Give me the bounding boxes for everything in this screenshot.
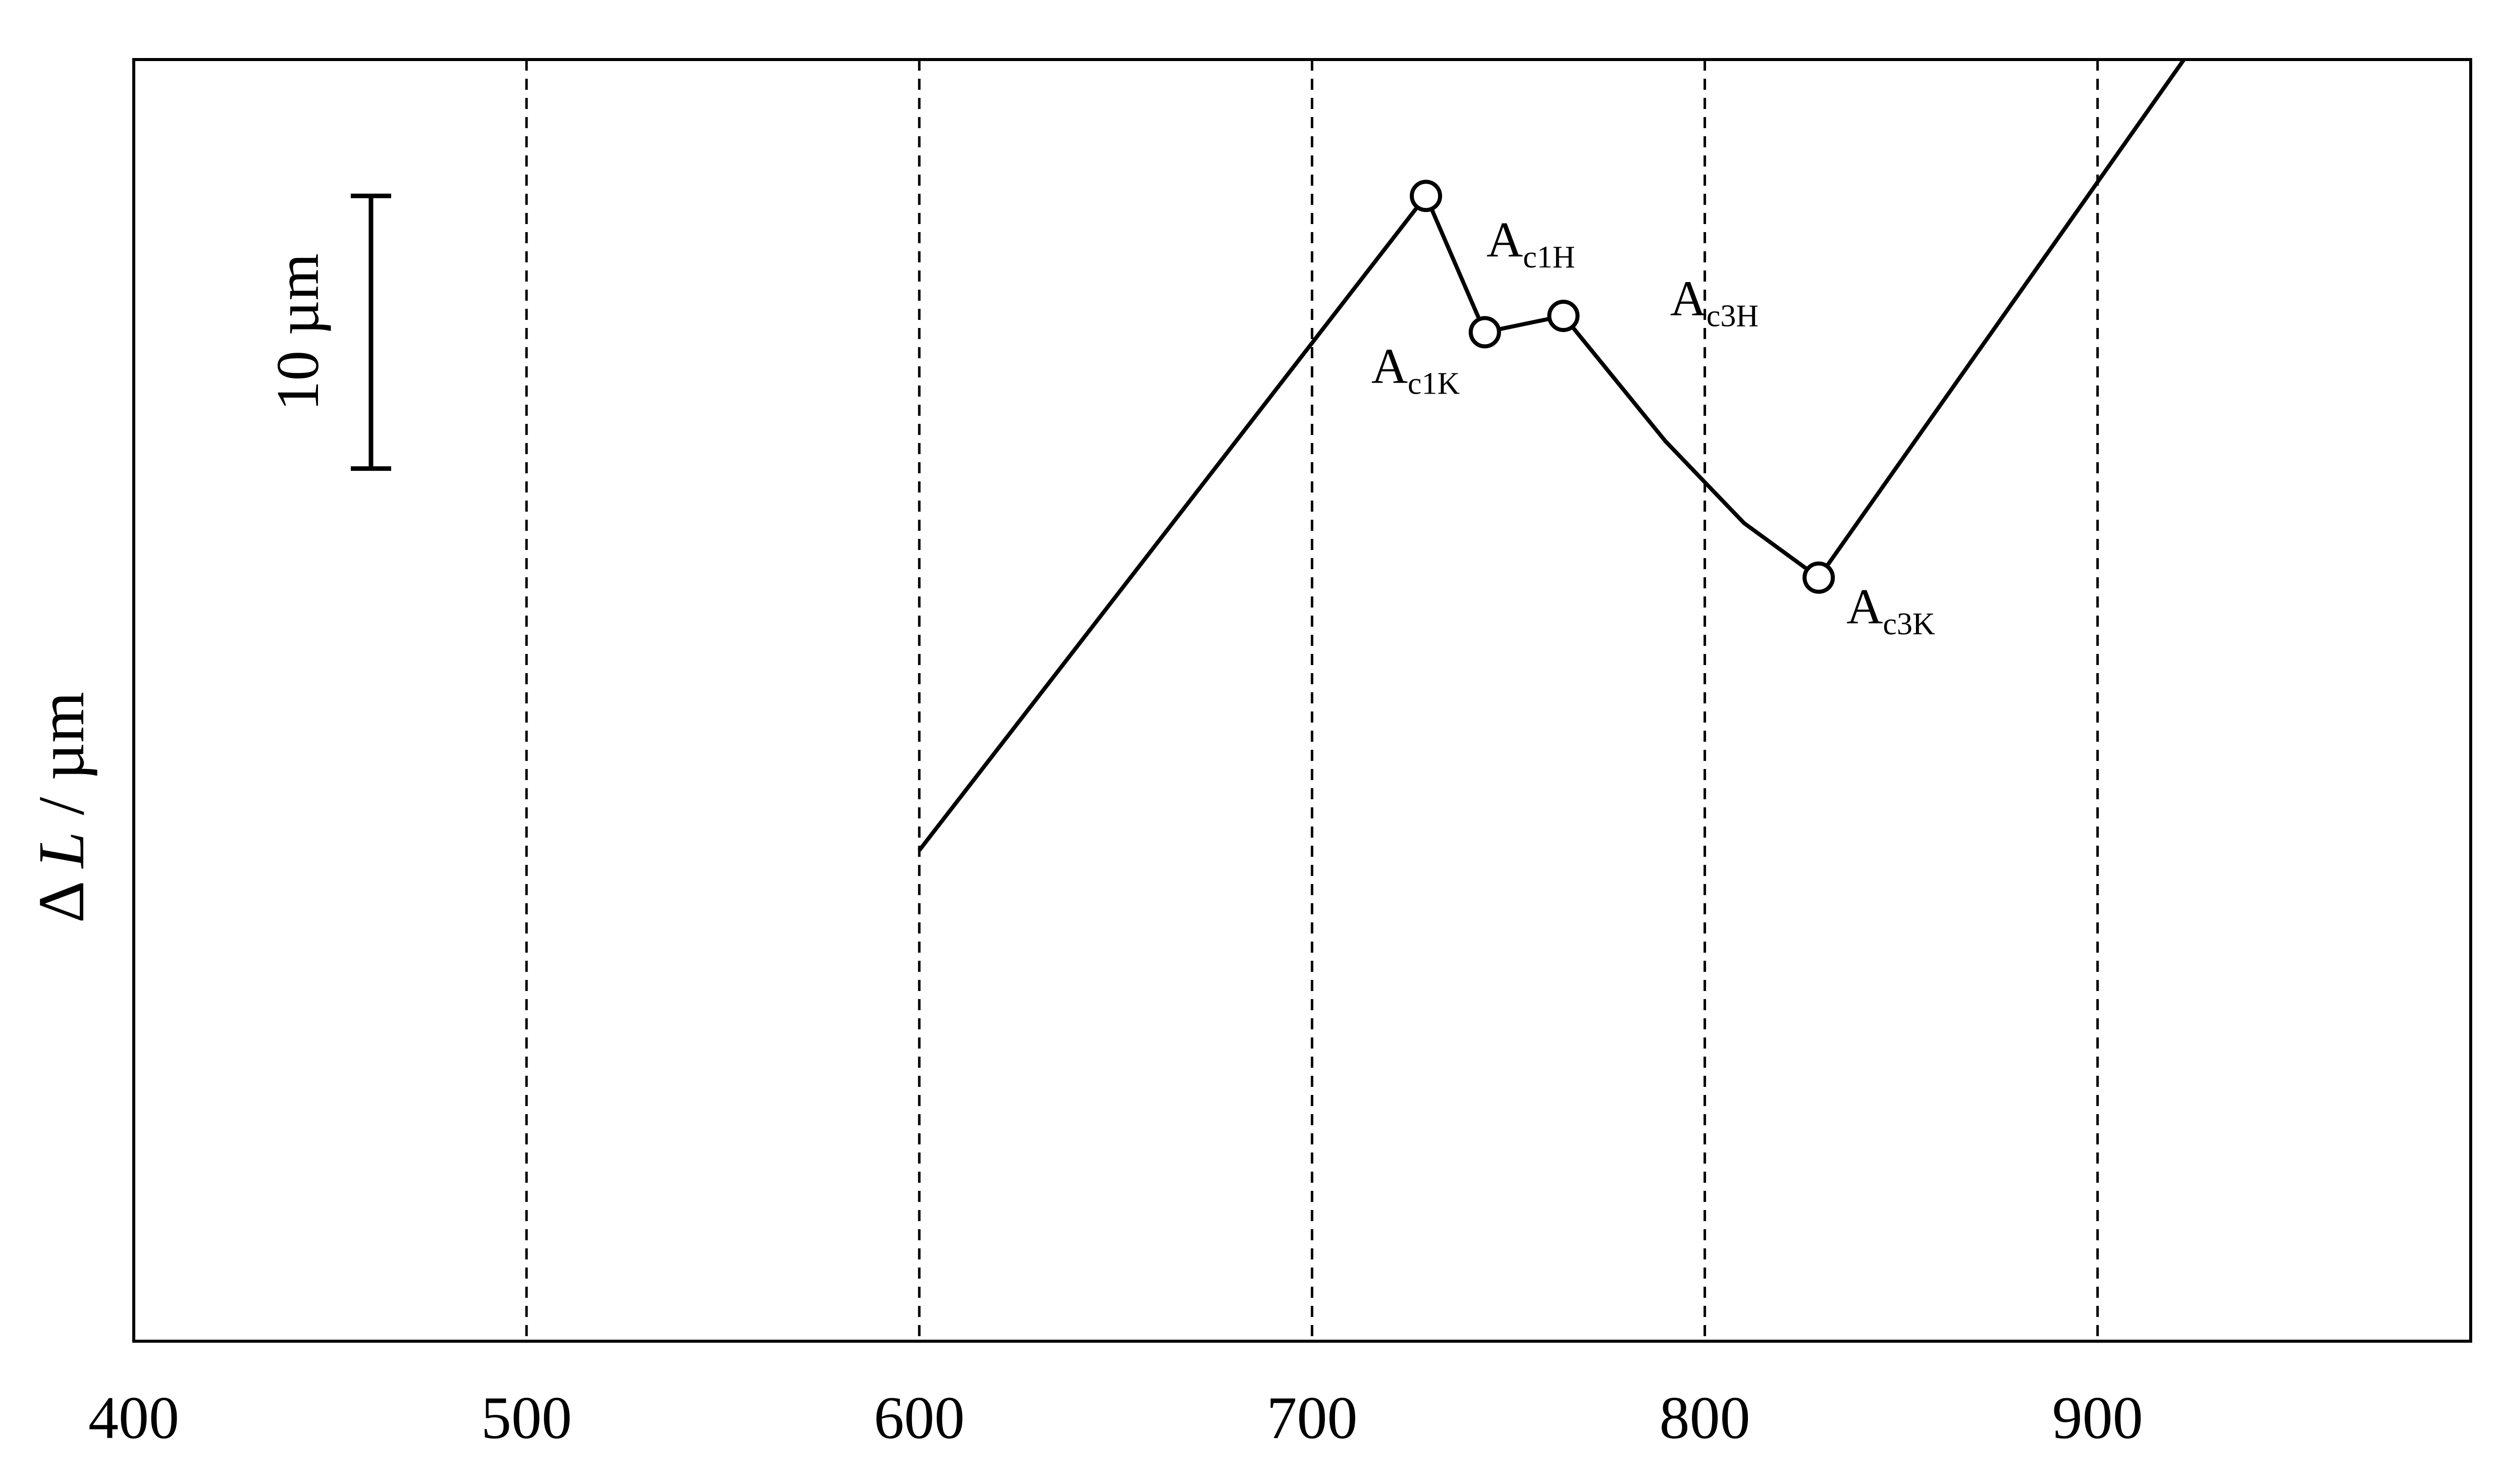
label-c1K: Ac1K bbox=[1371, 338, 1460, 401]
label-c1H-sub: c1H bbox=[1523, 240, 1575, 274]
x-tick-label-800: 800 bbox=[1660, 1384, 1750, 1451]
marker-point-2 bbox=[1547, 300, 1580, 332]
scale-bar: 10 µm bbox=[264, 193, 391, 471]
x-tick-label-500: 500 bbox=[481, 1384, 572, 1451]
label-c1H: Ac1H bbox=[1486, 211, 1575, 274]
label-c1K-main: A bbox=[1371, 338, 1408, 394]
x-tick-label-600: 600 bbox=[874, 1384, 965, 1451]
marker-c1K bbox=[1468, 316, 1501, 349]
label-c3H: Ac3H bbox=[1670, 270, 1759, 333]
x-tick-labels: 400 500 600 700 800 900 bbox=[88, 1384, 2143, 1451]
plot-frame bbox=[132, 58, 2472, 1343]
series-layer bbox=[918, 58, 2186, 852]
label-c3K: Ac3K bbox=[1846, 578, 1935, 641]
y-axis-label-var: L bbox=[25, 832, 98, 869]
x-tick-label-400: 400 bbox=[88, 1384, 179, 1451]
grid-layer bbox=[525, 60, 2099, 1341]
label-c3K-main: A bbox=[1846, 578, 1883, 634]
y-axis-label: Δ L / µm bbox=[25, 692, 98, 923]
x-tick-label-700: 700 bbox=[1266, 1384, 1357, 1451]
y-axis-label-symbol: Δ bbox=[25, 883, 98, 923]
label-c1K-sub: c1K bbox=[1408, 366, 1460, 401]
y-axis-label-unit: / µm bbox=[25, 692, 98, 815]
marker-c3K bbox=[1802, 561, 1835, 594]
series-line-0 bbox=[918, 58, 2186, 852]
marker-c1H bbox=[1410, 180, 1443, 212]
label-c3H-main: A bbox=[1670, 270, 1707, 326]
x-tick-label-900: 900 bbox=[2052, 1384, 2143, 1451]
label-c3K-sub: c3K bbox=[1883, 607, 1935, 641]
scale-bar-label: 10 µm bbox=[264, 253, 331, 411]
label-c1H-main: A bbox=[1486, 211, 1523, 267]
marker-layer bbox=[1410, 180, 1835, 594]
label-c3H-sub: c3H bbox=[1707, 299, 1759, 333]
